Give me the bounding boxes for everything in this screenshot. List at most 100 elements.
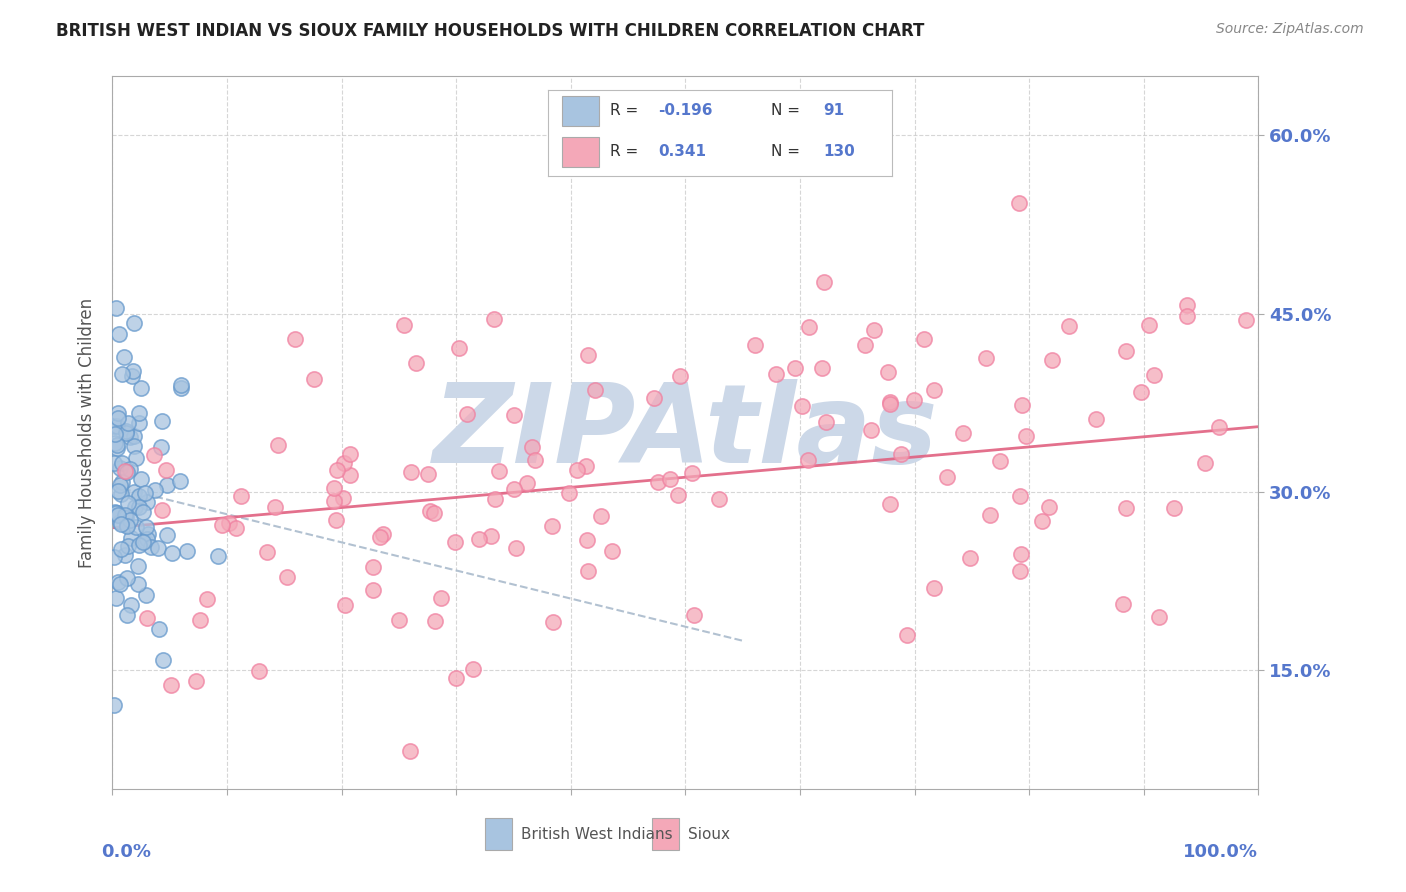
- Point: [418, 467, 440, 481]
- Point: [134, 485, 156, 500]
- Point: [444, 535, 467, 549]
- Point: [149, 440, 172, 454]
- Point: [115, 509, 138, 524]
- Point: [176, 543, 198, 558]
- Point: [339, 447, 361, 461]
- Point: [128, 489, 150, 503]
- Point: [148, 623, 170, 637]
- Point: [111, 368, 134, 382]
- Point: [405, 356, 427, 370]
- Point: [333, 456, 356, 470]
- Point: [468, 532, 491, 546]
- Point: [134, 534, 156, 549]
- Point: [988, 454, 1011, 468]
- Point: [211, 518, 233, 533]
- Point: [105, 441, 128, 455]
- Point: [576, 564, 599, 578]
- Point: [114, 424, 136, 438]
- Text: 100.0%: 100.0%: [1184, 843, 1258, 861]
- Point: [131, 504, 153, 518]
- Point: [110, 577, 132, 591]
- Point: [1115, 344, 1137, 359]
- Point: [267, 438, 290, 452]
- Point: [124, 500, 146, 514]
- Point: [107, 406, 129, 420]
- Point: [155, 462, 177, 476]
- Point: [361, 560, 384, 574]
- Point: [575, 459, 598, 474]
- Point: [124, 484, 146, 499]
- Point: [135, 495, 157, 509]
- Point: [104, 505, 127, 519]
- Point: [111, 475, 134, 489]
- Point: [218, 516, 240, 530]
- Point: [128, 416, 150, 430]
- Point: [120, 513, 142, 527]
- Text: ZIPAtlas: ZIPAtlas: [433, 379, 938, 486]
- Point: [162, 546, 184, 560]
- Point: [859, 423, 882, 437]
- Point: [127, 577, 149, 591]
- Point: [256, 545, 278, 559]
- Point: [114, 464, 136, 478]
- Point: [783, 360, 806, 375]
- Point: [107, 327, 129, 342]
- Point: [118, 462, 141, 476]
- Point: [332, 491, 354, 505]
- Point: [1038, 500, 1060, 514]
- Point: [890, 447, 912, 461]
- Point: [136, 527, 159, 541]
- Point: [105, 301, 128, 315]
- Point: [1208, 419, 1230, 434]
- Point: [516, 475, 538, 490]
- Point: [152, 652, 174, 666]
- Point: [135, 587, 157, 601]
- Point: [370, 530, 392, 544]
- Point: [170, 378, 193, 392]
- Point: [150, 503, 173, 517]
- Point: [110, 516, 132, 531]
- Point: [1010, 547, 1032, 561]
- Point: [284, 332, 307, 346]
- Point: [371, 526, 394, 541]
- Point: [862, 323, 884, 337]
- Point: [541, 519, 564, 533]
- Point: [107, 411, 129, 425]
- Point: [1008, 564, 1031, 578]
- Point: [122, 363, 145, 377]
- Point: [1234, 313, 1257, 327]
- Point: [127, 559, 149, 574]
- Point: [1040, 352, 1063, 367]
- Point: [110, 487, 132, 501]
- Point: [135, 610, 157, 624]
- Point: [122, 317, 145, 331]
- Point: [976, 351, 998, 365]
- Point: [129, 472, 152, 486]
- Point: [169, 474, 191, 488]
- Point: [128, 538, 150, 552]
- Point: [576, 533, 599, 548]
- Point: [110, 477, 132, 491]
- Point: [484, 491, 506, 506]
- Point: [959, 550, 981, 565]
- Point: [110, 460, 132, 475]
- Point: [681, 466, 703, 480]
- Point: [143, 448, 166, 462]
- Point: [156, 477, 179, 491]
- Point: [122, 439, 145, 453]
- Point: [744, 337, 766, 351]
- Point: [1137, 318, 1160, 332]
- Point: [1112, 597, 1135, 611]
- Point: [422, 506, 444, 520]
- Point: [152, 414, 174, 428]
- Point: [392, 318, 415, 332]
- Point: [111, 456, 134, 470]
- Point: [449, 342, 471, 356]
- Point: [578, 348, 600, 362]
- Point: [503, 482, 526, 496]
- Point: [1194, 456, 1216, 470]
- Point: [658, 471, 681, 485]
- Point: [325, 513, 347, 527]
- Point: [128, 500, 150, 514]
- Point: [1143, 368, 1166, 383]
